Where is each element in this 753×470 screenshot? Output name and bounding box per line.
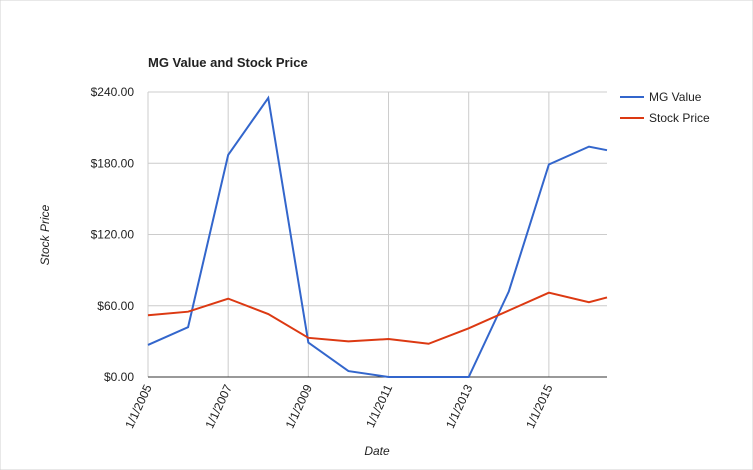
legend-label: MG Value	[649, 90, 702, 104]
y-tick-label: $180.00	[91, 156, 135, 170]
y-tick-label: $0.00	[104, 370, 134, 384]
chart-title: MG Value and Stock Price	[148, 55, 308, 70]
x-axis-label: Date	[364, 444, 390, 458]
legend-label: Stock Price	[649, 111, 710, 125]
series-line	[147, 95, 608, 378]
y-axis-label: Stock Price	[38, 204, 52, 265]
y-tick-label: $240.00	[91, 85, 135, 99]
y-tick-label: $60.00	[97, 299, 134, 313]
series-line	[147, 291, 608, 345]
y-tick-label: $120.00	[91, 228, 135, 242]
